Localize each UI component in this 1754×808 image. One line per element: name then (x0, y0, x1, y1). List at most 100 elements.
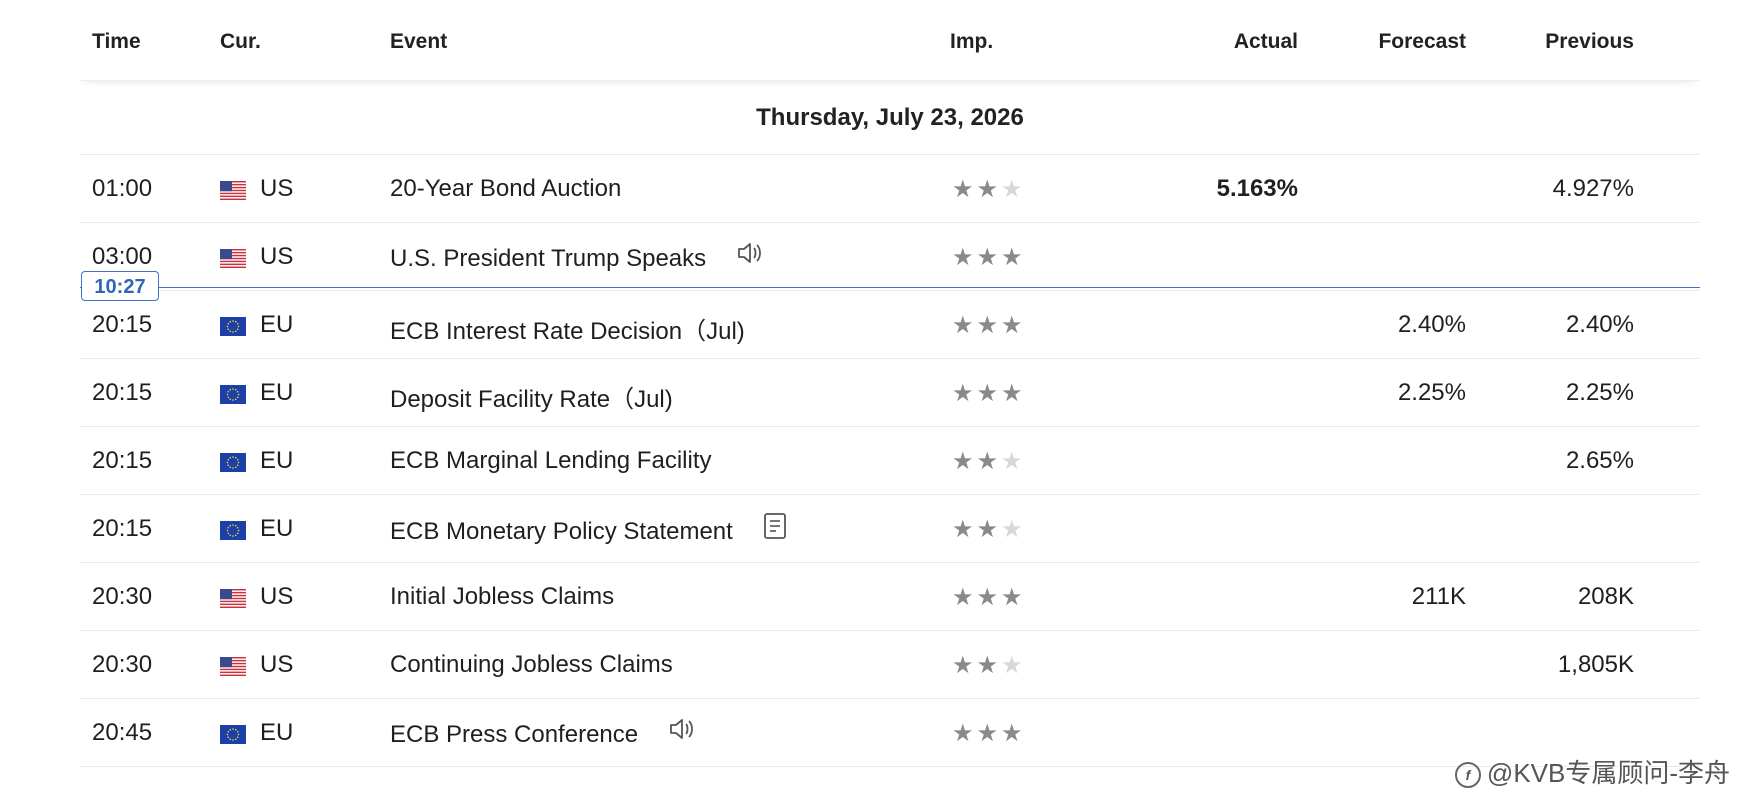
header-forecast[interactable]: Forecast (1378, 30, 1466, 53)
current-time-badge: 10:27 (81, 271, 159, 301)
event-name-cell[interactable]: ECB Interest Rate Decision（Jul) (390, 311, 745, 346)
event-name-cell[interactable]: ECB Press Conference (390, 719, 696, 752)
event-name[interactable]: Continuing Jobless Claims (390, 651, 673, 678)
importance-star-icon: ★ (976, 312, 1002, 339)
importance-star-icon: ★ (976, 448, 1002, 475)
header-previous[interactable]: Previous (1545, 30, 1634, 53)
table-row[interactable]: 20:30 US Initial Jobless Claims ★★★ 211K 208K (80, 563, 1700, 631)
header-event[interactable]: Event (390, 30, 448, 53)
importance-star-icon: ★ (952, 176, 977, 203)
previous-value: 1,805K (1557, 651, 1634, 678)
speaker-icon[interactable] (668, 716, 696, 749)
importance-star-icon: ★ (1001, 720, 1026, 747)
event-name-cell[interactable]: Initial Jobless Claims (390, 583, 614, 611)
importance-star-icon: ★ (1001, 584, 1026, 611)
importance-rating: ★★★ (952, 651, 1026, 680)
event-rows: 01:00 US 20-Year Bond Auction ★★★ 5.163% 4.92… (80, 155, 1700, 767)
previous-value: 2.65% (1565, 447, 1634, 474)
currency-code: EU (260, 379, 294, 406)
economic-calendar-table: Time Cur. Event Imp. Actual Forecast Pre… (80, 0, 1700, 767)
importance-star-icon: ★ (952, 516, 977, 543)
event-name[interactable]: Initial Jobless Claims (390, 583, 615, 610)
importance-star-icon: ★ (952, 584, 977, 611)
previous-value: 208K (1577, 583, 1634, 610)
event-name[interactable]: ECB Marginal Lending Facility (390, 447, 712, 474)
importance-star-icon: ★ (1001, 244, 1026, 271)
header-currency[interactable]: Cur. (220, 30, 261, 53)
importance-star-icon: ★ (952, 720, 977, 747)
table-row[interactable]: 20:30 US Continuing Jobless Claims ★★★ 1,805… (80, 631, 1700, 699)
speaker-icon[interactable] (736, 240, 764, 273)
previous-value: 2.40% (1565, 311, 1634, 338)
forecast-value: 2.25% (1397, 379, 1466, 406)
eu-flag-icon (220, 723, 246, 744)
previous-value: 2.25% (1565, 379, 1634, 406)
event-time: 20:30 (92, 651, 153, 678)
currency-code: EU (260, 719, 294, 746)
event-time: 01:00 (92, 175, 153, 202)
table-row[interactable]: 20:15 EU ECB Interest Rate Decision（Jul) ★★… (80, 291, 1700, 359)
eu-flag-icon (220, 519, 246, 540)
date-group-header: Thursday, July 23, 2026 (80, 81, 1700, 155)
table-row[interactable]: 20:15 EU Deposit Facility Rate（Jul) ★★★ 2.25… (80, 359, 1700, 427)
event-name-cell[interactable]: ECB Marginal Lending Facility (390, 447, 711, 475)
event-name-cell[interactable]: ECB Monetary Policy Statement (390, 512, 787, 550)
header-actual[interactable]: Actual (1233, 30, 1298, 53)
event-time: 20:45 (92, 719, 153, 746)
importance-star-icon: ★ (1001, 652, 1026, 679)
importance-rating: ★★★ (952, 243, 1026, 272)
event-name-cell[interactable]: 20-Year Bond Auction (390, 175, 621, 203)
event-time: 20:15 (92, 515, 153, 542)
importance-rating: ★★★ (952, 175, 1026, 204)
watermark: f @KVB专属顾问-李舟 (1454, 753, 1730, 790)
forecast-value: 2.40% (1397, 311, 1466, 338)
event-name[interactable]: ECB Interest Rate Decision（Jul) (390, 318, 745, 345)
header-importance[interactable]: Imp. (950, 30, 994, 53)
eu-flag-icon (220, 451, 246, 472)
event-time: 03:00 (92, 243, 153, 270)
importance-star-icon: ★ (976, 176, 1002, 203)
currency-code: EU (260, 515, 294, 542)
event-name[interactable]: Deposit Facility Rate（Jul) (390, 386, 673, 413)
current-time-line (80, 287, 1700, 288)
importance-star-icon: ★ (952, 244, 977, 271)
importance-star-icon: ★ (952, 448, 977, 475)
event-time: 20:30 (92, 583, 153, 610)
importance-star-icon: ★ (976, 244, 1002, 271)
table-header: Time Cur. Event Imp. Actual Forecast Pre… (80, 0, 1700, 81)
event-name[interactable]: U.S. President Trump Speaks (390, 244, 707, 272)
event-name[interactable]: 20-Year Bond Auction (390, 175, 622, 202)
document-icon[interactable] (763, 512, 787, 547)
table-row[interactable]: 01:00 US 20-Year Bond Auction ★★★ 5.163% 4.92… (80, 155, 1700, 223)
importance-rating: ★★★ (952, 447, 1026, 476)
table-row[interactable]: 20:15 EU ECB Marginal Lending Facility ★★★ 2… (80, 427, 1700, 495)
header-time[interactable]: Time (92, 30, 141, 53)
importance-star-icon: ★ (976, 720, 1002, 747)
event-name[interactable]: ECB Monetary Policy Statement (390, 517, 733, 545)
event-name[interactable]: ECB Press Conference (390, 720, 639, 748)
eu-flag-icon (220, 315, 246, 336)
table-row[interactable]: 20:45 EU ECB Press Conference ★★★ (80, 699, 1700, 767)
currency-code: EU (260, 447, 294, 474)
importance-star-icon: ★ (952, 312, 977, 339)
importance-rating: ★★★ (952, 583, 1026, 612)
importance-star-icon: ★ (976, 652, 1002, 679)
us-flag-icon (220, 179, 246, 200)
currency-code: US (260, 175, 294, 202)
table-row[interactable]: 03:00 US U.S. President Trump Speaks ★★★ (80, 223, 1700, 291)
previous-value: 4.927% (1552, 175, 1634, 202)
event-time: 20:15 (92, 447, 153, 474)
currency-code: US (260, 243, 294, 270)
event-name-cell[interactable]: U.S. President Trump Speaks (390, 243, 764, 276)
eu-flag-icon (220, 383, 246, 404)
us-flag-icon (220, 655, 246, 676)
importance-star-icon: ★ (1001, 448, 1026, 475)
importance-star-icon: ★ (976, 584, 1002, 611)
currency-code: US (260, 651, 294, 678)
table-row[interactable]: 20:15 EU ECB Monetary Policy Statement ★★★ (80, 495, 1700, 563)
event-name-cell[interactable]: Continuing Jobless Claims (390, 651, 673, 679)
event-name-cell[interactable]: Deposit Facility Rate（Jul) (390, 379, 673, 414)
importance-star-icon: ★ (1001, 312, 1026, 339)
importance-star-icon: ★ (1001, 380, 1026, 407)
zhihu-logo-icon: f (1454, 762, 1481, 789)
